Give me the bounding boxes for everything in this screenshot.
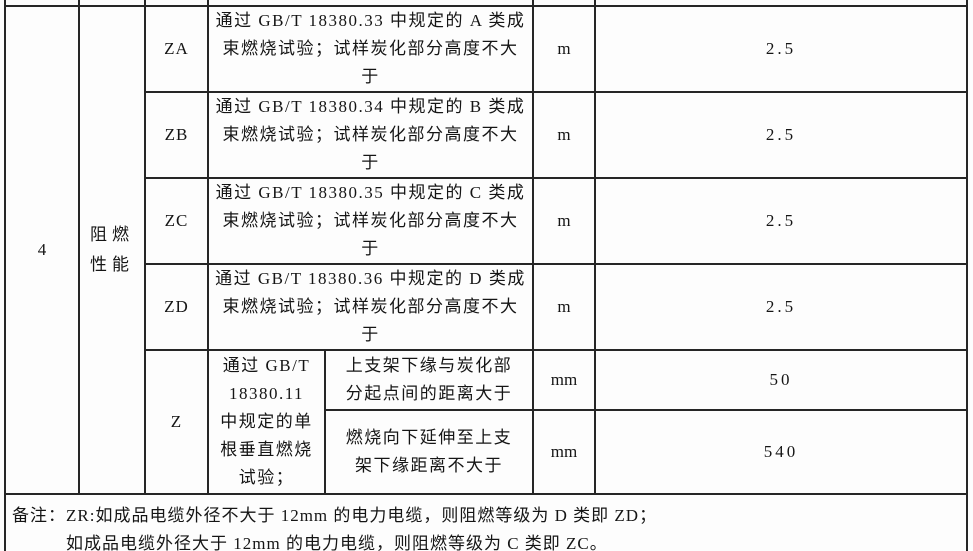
code-cell-za: ZA [144, 5, 209, 93]
table-row-z-sub1: Z 通过 GB/T 18380.11 中规定的单 根垂直燃烧 试验； 上支架下缘… [5, 349, 968, 495]
description-cell-z-sub2: 燃烧向下延伸至上支 架下缘距离不大于 [324, 409, 534, 495]
table-row-remarks: 备注：ZR:如成品电缆外径不大于 12mm 的电力电缆，则阻燃等级为 D 类即 … [4, 493, 968, 551]
flame-retardant-spec-table: 4 阻燃 性能 ZA 通过 GB/T 18380.33 中规定的 A 类成 束燃… [4, 0, 968, 551]
remarks-line-1: 备注：ZR:如成品电缆外径不大于 12mm 的电力电缆，则阻燃等级为 D 类即 … [12, 506, 658, 525]
table-row-zb: ZB 通过 GB/T 18380.34 中规定的 B 类成 束燃烧试验；试样炭化… [5, 91, 968, 179]
value-cell-zb: 2.5 [594, 91, 968, 179]
method-cell-z: 通过 GB/T 18380.11 中规定的单 根垂直燃烧 试验； [207, 349, 326, 495]
code-cell-zc: ZC [144, 177, 209, 265]
unit-cell-z-sub2: mm [532, 409, 596, 495]
remarks-line-2: 如成品电缆外径大于 12mm 的电力电缆，则阻燃等级为 C 类即 ZC。 [66, 534, 608, 551]
unit-cell-zd: m [532, 263, 596, 351]
value-cell-z-sub1: 50 [594, 349, 968, 411]
table-row-partial-top [4, 0, 968, 7]
value-cell-zc: 2.5 [594, 177, 968, 265]
description-cell-zc: 通过 GB/T 18380.35 中规定的 C 类成 束燃烧试验；试样炭化部分高… [207, 177, 534, 265]
description-cell-zd: 通过 GB/T 18380.36 中规定的 D 类成 束燃烧试验；试样炭化部分高… [207, 263, 534, 351]
partial-cell [532, 0, 596, 7]
table-row-za: 4 阻燃 性能 ZA 通过 GB/T 18380.33 中规定的 A 类成 束燃… [4, 5, 968, 495]
value-cell-z-sub2: 540 [594, 409, 968, 495]
partial-cell [78, 0, 146, 7]
description-cell-za: 通过 GB/T 18380.33 中规定的 A 类成 束燃烧试验；试样炭化部分高… [207, 5, 534, 93]
unit-cell-za: m [532, 5, 596, 93]
code-cell-z: Z [144, 349, 209, 495]
partial-cell [144, 0, 209, 7]
unit-cell-zb: m [532, 91, 596, 179]
table-row-zc: ZC 通过 GB/T 18380.35 中规定的 C 类成 束燃烧试验；试样炭化… [5, 177, 968, 265]
table-row-zd: ZD 通过 GB/T 18380.36 中规定的 D 类成 束燃烧试验；试样炭化… [5, 263, 968, 351]
remarks-cell: 备注：ZR:如成品电缆外径不大于 12mm 的电力电缆，则阻燃等级为 D 类即 … [4, 493, 968, 551]
partial-cell [207, 0, 534, 7]
value-cell-za: 2.5 [594, 5, 968, 93]
partial-cell [4, 0, 80, 7]
description-cell-zb: 通过 GB/T 18380.34 中规定的 B 类成 束燃烧试验；试样炭化部分高… [207, 91, 534, 179]
value-cell-zd: 2.5 [594, 263, 968, 351]
table-row-z-sub2: 燃烧向下延伸至上支 架下缘距离不大于 mm 540 [5, 409, 968, 495]
unit-cell-z-sub1: mm [532, 349, 596, 411]
code-cell-zb: ZB [144, 91, 209, 179]
description-cell-z-sub1: 上支架下缘与炭化部 分起点间的距离大于 [324, 349, 534, 411]
category-cell: 阻燃 性能 [78, 5, 146, 495]
item-number-cell: 4 [4, 5, 80, 495]
partial-cell [594, 0, 968, 7]
code-cell-zd: ZD [144, 263, 209, 351]
unit-cell-zc: m [532, 177, 596, 265]
